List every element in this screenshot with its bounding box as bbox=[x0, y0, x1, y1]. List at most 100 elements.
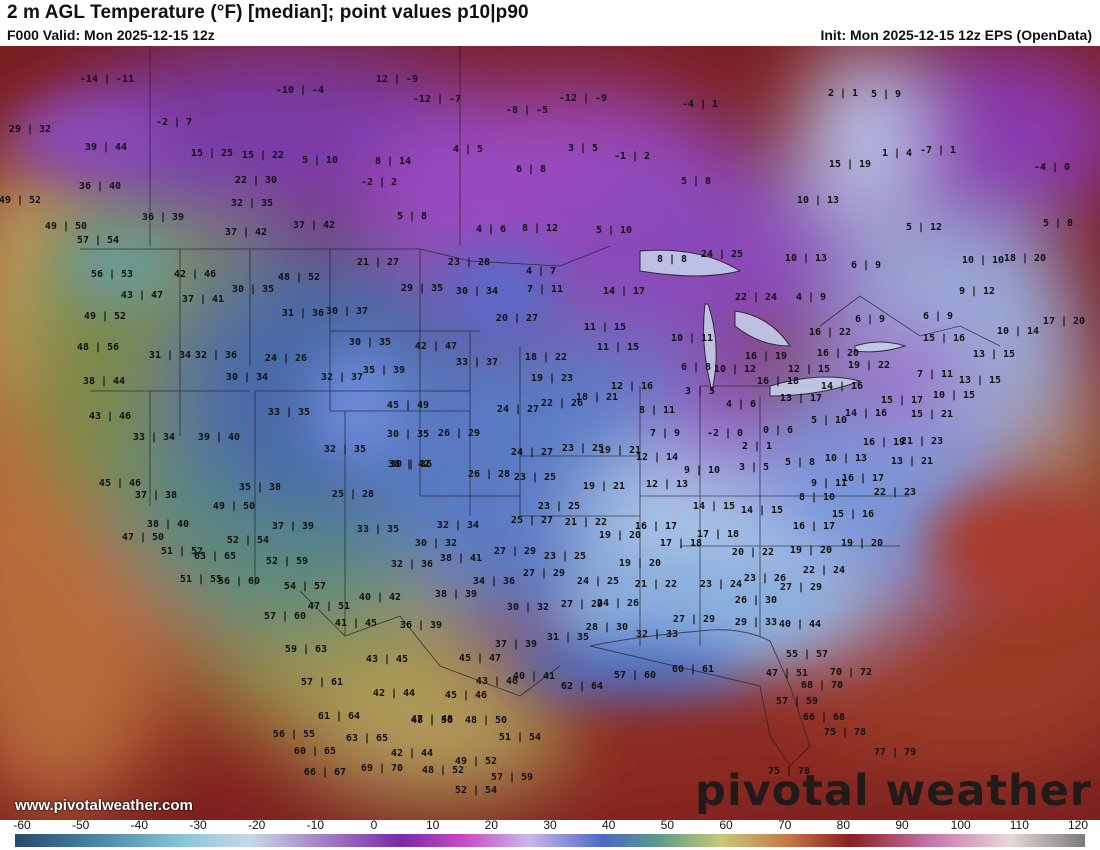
point-value-label: 16 | 17 bbox=[635, 521, 677, 532]
colorbar-label: -60 bbox=[13, 818, 31, 832]
point-value-label: 48 | 52 bbox=[422, 765, 464, 776]
point-value-label: 33 | 34 bbox=[133, 432, 175, 443]
point-value-label: 30 | 35 bbox=[387, 429, 429, 440]
point-value-label: 23 | 24 bbox=[700, 579, 742, 590]
point-value-label: 21 | 22 bbox=[565, 517, 607, 528]
point-value-label: 47 | 48 bbox=[411, 714, 453, 725]
point-value-label: 18 | 20 bbox=[1004, 253, 1046, 264]
point-value-label: 32 | 34 bbox=[437, 520, 479, 531]
colorbar-label: 70 bbox=[777, 818, 792, 832]
point-value-label: 15 | 21 bbox=[911, 409, 953, 420]
init-time: Init: Mon 2025-12-15 12z EPS (OpenData) bbox=[820, 27, 1092, 43]
point-value-label: 27 | 29 bbox=[780, 582, 822, 593]
point-value-label: 19 | 20 bbox=[619, 558, 661, 569]
point-value-label: 6 | 9 bbox=[855, 314, 885, 325]
colorbar-label: 0 bbox=[370, 818, 378, 832]
point-value-label: 27 | 29 bbox=[494, 546, 536, 557]
point-value-label: -4 | 1 bbox=[682, 99, 718, 110]
point-value-label: -1 | 2 bbox=[614, 151, 650, 162]
point-value-label: 57 | 54 bbox=[77, 235, 119, 246]
colorbar-label: -10 bbox=[306, 818, 324, 832]
point-value-label: -2 | 2 bbox=[361, 177, 397, 188]
point-value-label: -4 | 0 bbox=[1034, 162, 1070, 173]
colorbar-label: 30 bbox=[543, 818, 557, 832]
point-value-label: 31 | 35 bbox=[547, 632, 589, 643]
point-value-label: 51 | 52 bbox=[161, 546, 203, 557]
point-value-label: 5 | 9 bbox=[871, 89, 901, 100]
point-value-label: 25 | 27 bbox=[511, 515, 553, 526]
point-value-label: 14 | 16 bbox=[845, 408, 887, 419]
point-value-label: 22 | 23 bbox=[874, 487, 916, 498]
point-value-label: 29 | 32 bbox=[9, 124, 51, 135]
point-value-label: 48 | 50 bbox=[411, 715, 453, 726]
brand-logo: pivotal weather bbox=[695, 766, 1092, 816]
point-value-label: -7 | 1 bbox=[920, 145, 956, 156]
point-value-label: 15 | 25 bbox=[191, 148, 233, 159]
point-value-label: 23 | 25 bbox=[514, 472, 556, 483]
point-value-label: 10 | 13 bbox=[825, 453, 867, 464]
point-value-label: 49 | 52 bbox=[84, 311, 126, 322]
point-value-label: -12 | -9 bbox=[559, 93, 607, 104]
point-value-label: 63 | 65 bbox=[194, 551, 236, 562]
point-value-label: 14 | 15 bbox=[741, 505, 783, 516]
point-value-label: 8 | 8 bbox=[657, 254, 687, 265]
point-value-label: 32 | 33 bbox=[636, 629, 678, 640]
point-value-label: 37 | 39 bbox=[495, 639, 537, 650]
point-value-label: 37 | 41 bbox=[182, 294, 224, 305]
point-value-label: 40 | 44 bbox=[779, 619, 821, 630]
point-value-label: 75 | 78 bbox=[824, 727, 866, 738]
point-value-label: 28 | 30 bbox=[586, 622, 628, 633]
point-value-label: 11 | 15 bbox=[584, 322, 626, 333]
point-value-label: 20 | 22 bbox=[732, 547, 774, 558]
colorbar-label: 10 bbox=[425, 818, 440, 832]
point-value-label: 0 | 6 bbox=[763, 425, 793, 436]
point-value-label: 59 | 63 bbox=[285, 644, 327, 655]
point-value-label: 6 | 9 bbox=[851, 260, 881, 271]
point-value-label: 19 | 20 bbox=[790, 545, 832, 556]
point-value-label: 52 | 59 bbox=[266, 556, 308, 567]
point-value-label: 47 | 50 bbox=[122, 532, 164, 543]
point-value-label: 43 | 47 bbox=[121, 290, 163, 301]
point-value-label: 42 | 44 bbox=[391, 748, 433, 759]
point-value-label: 19 | 22 bbox=[848, 360, 890, 371]
point-value-label: 37 | 42 bbox=[225, 227, 267, 238]
point-value-label: -2 | 7 bbox=[156, 117, 192, 128]
point-value-label: 69 | 70 bbox=[361, 763, 403, 774]
point-value-label: 26 | 29 bbox=[438, 428, 480, 439]
point-value-label: 51 | 55 bbox=[180, 574, 222, 585]
point-value-label: 38 | 39 bbox=[435, 589, 477, 600]
point-value-label: 43 | 46 bbox=[89, 411, 131, 422]
point-value-label: 30 | 36 bbox=[390, 459, 432, 470]
point-value-label: 41 | 45 bbox=[335, 618, 377, 629]
point-value-label: 18 | 21 bbox=[576, 392, 618, 403]
point-value-label: 9 | 12 bbox=[959, 286, 995, 297]
website-watermark[interactable]: www.pivotalweather.com bbox=[15, 797, 193, 814]
point-value-label: 24 | 27 bbox=[511, 447, 553, 458]
point-value-label: 45 | 46 bbox=[445, 690, 487, 701]
point-value-label: 26 | 28 bbox=[468, 469, 510, 480]
point-value-label: 33 | 35 bbox=[268, 407, 310, 418]
point-value-label: 43 | 45 bbox=[366, 654, 408, 665]
point-value-label: 66 | 67 bbox=[304, 767, 346, 778]
colorbar-label: -30 bbox=[189, 818, 207, 832]
colorbar-label: 90 bbox=[895, 818, 909, 832]
colorbar-label: 50 bbox=[660, 818, 675, 832]
point-value-label: 19 | 21 bbox=[599, 445, 641, 456]
point-value-label: 10 | 15 bbox=[933, 390, 975, 401]
point-value-label: 27 | 29 bbox=[523, 568, 565, 579]
point-value-label: 16 | 19 bbox=[745, 351, 787, 362]
point-value-label: 5 | 12 bbox=[906, 222, 942, 233]
point-value-label: 48 | 50 bbox=[465, 715, 507, 726]
point-value-label: 21 | 23 bbox=[901, 436, 943, 447]
point-value-label: 21 | 27 bbox=[357, 257, 399, 268]
point-value-label: 37 | 42 bbox=[293, 220, 335, 231]
point-value-label: 57 | 60 bbox=[614, 670, 656, 681]
point-value-label: 9 | 10 bbox=[684, 465, 720, 476]
point-value-label: 10 | 14 bbox=[997, 326, 1039, 337]
point-value-label: 24 | 26 bbox=[597, 598, 639, 609]
point-value-label: 7 | 11 bbox=[527, 284, 563, 295]
point-value-label: 56 | 55 bbox=[273, 729, 315, 740]
point-value-label: 5 | 10 bbox=[302, 155, 338, 166]
colorbar bbox=[15, 834, 1085, 847]
point-value-label: 19 | 21 bbox=[583, 481, 625, 492]
